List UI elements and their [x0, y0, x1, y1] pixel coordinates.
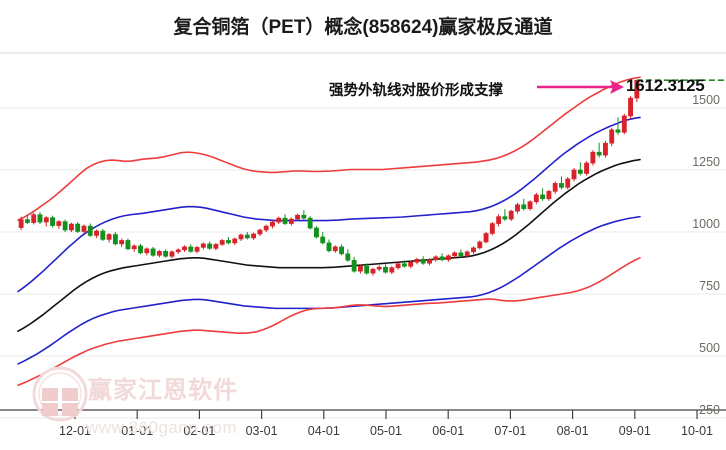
x-axis-tick-10-01: 10-01 — [681, 424, 713, 438]
y-axis-tick-250: 250 — [699, 403, 720, 417]
x-axis-tick-01-01: 01-01 — [121, 424, 154, 438]
x-axis-tick-03-01: 03-01 — [245, 424, 278, 438]
y-axis-tick-1500: 1500 — [692, 93, 720, 107]
annotation-arrow — [537, 80, 624, 94]
annotation-label: 强势外轨线对股价形成支撑 — [329, 83, 503, 99]
x-axis-tick-07-01: 07-01 — [494, 424, 527, 438]
watermark-url: www.360gann.com — [86, 418, 238, 437]
y-axis-tick-750: 750 — [699, 279, 720, 293]
x-axis-tick-09-01: 09-01 — [618, 424, 651, 438]
channel-bands — [17, 76, 641, 387]
candlestick-series — [18, 79, 640, 276]
x-axis-tick-04-01: 04-01 — [307, 424, 340, 438]
y-axis-tick-1000: 1000 — [692, 217, 720, 231]
x-axis-tick-12-01: 12-01 — [59, 424, 91, 438]
x-axis-tick-02-01: 02-01 — [183, 424, 216, 438]
axis-lines — [0, 52, 726, 419]
current-price-label: 1612.3125 — [626, 76, 705, 95]
watermark-brand: 赢家江恩软件 — [88, 377, 238, 404]
y-axis-tick-500: 500 — [699, 341, 720, 355]
page-title: 复合铜箔（PET）概念(858624)赢家极反通道 — [173, 17, 553, 38]
watermark-seal-icon — [32, 366, 88, 422]
x-axis-tick-05-01: 05-01 — [370, 424, 402, 438]
x-axis-tick-06-01: 06-01 — [432, 424, 465, 438]
x-axis-tick-08-01: 08-01 — [556, 424, 589, 438]
y-axis-tick-1250: 1250 — [692, 155, 720, 169]
